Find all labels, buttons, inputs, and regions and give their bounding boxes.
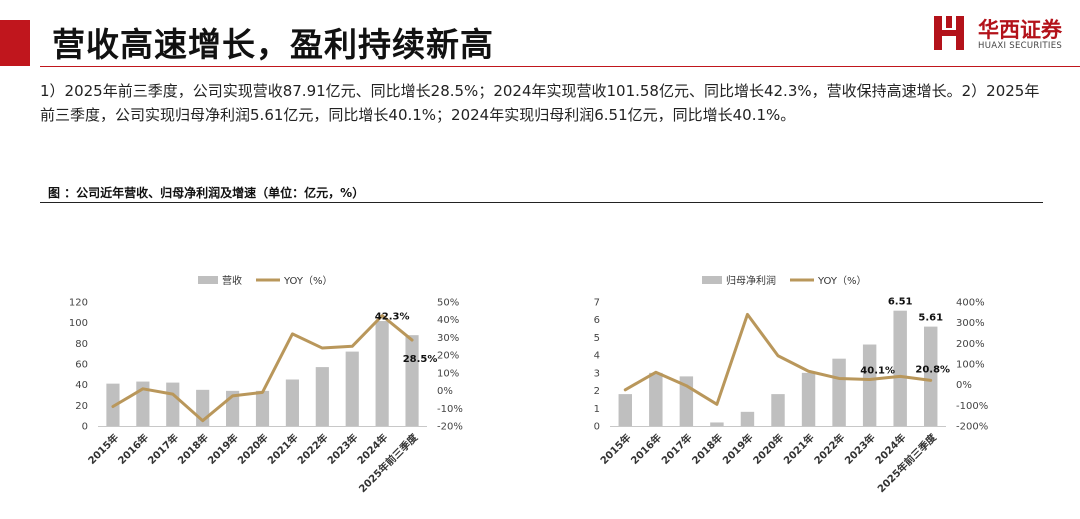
bar <box>255 390 270 426</box>
x-tick-label: 2020年 <box>750 431 786 467</box>
y-right-tick-label: 200% <box>956 339 985 350</box>
y-left-tick-label: 3 <box>594 368 600 379</box>
legend-swatch-bars <box>702 276 722 284</box>
y-right-tick-label: 400% <box>956 298 985 309</box>
y-left-tick-label: 20 <box>75 401 88 412</box>
huaxi-logo-icon <box>934 16 964 50</box>
bar <box>345 351 359 426</box>
data-label: 5.61 <box>918 313 943 324</box>
logo-chinese-name: 华西证券 <box>978 17 1062 42</box>
x-tick-label: 2023年 <box>842 431 878 467</box>
y-right-tick-label: 10% <box>437 368 459 379</box>
y-right-tick-label: 0% <box>437 386 453 397</box>
y-left-tick-label: 100 <box>69 318 88 329</box>
bar <box>862 344 877 426</box>
x-tick-label: 2023年 <box>324 431 360 467</box>
y-left-tick-label: 0 <box>594 422 600 433</box>
y-right-tick-label: 300% <box>956 318 985 329</box>
y-right-tick-label: 0% <box>956 380 972 391</box>
data-label: 28.5% <box>403 354 438 365</box>
data-label: 6.51 <box>888 297 913 308</box>
bar <box>801 372 816 426</box>
bar <box>315 367 329 426</box>
x-tick-label: 2022年 <box>811 431 847 467</box>
figure-divider <box>40 202 1043 203</box>
bar <box>893 310 907 426</box>
legend-label-line: YOY（%） <box>283 275 333 287</box>
bar <box>740 411 755 426</box>
x-tick-label: 2017年 <box>145 431 181 467</box>
bar <box>375 321 389 426</box>
bar <box>924 326 938 426</box>
y-left-tick-label: 1 <box>594 404 600 415</box>
legend-label-line: YOY（%） <box>817 275 867 287</box>
x-tick-label: 2016年 <box>628 431 664 467</box>
y-right-tick-label: 50% <box>437 298 459 309</box>
x-tick-label: 2021年 <box>265 431 301 467</box>
x-tick-label: 2018年 <box>689 431 725 467</box>
y-right-tick-label: -200% <box>956 422 988 433</box>
legend-label-bars: 归母净利润 <box>726 274 776 287</box>
y-right-tick-label: 40% <box>437 315 459 326</box>
x-tick-label: 2019年 <box>205 431 241 467</box>
y-right-tick-label: -20% <box>437 422 463 433</box>
y-left-tick-label: 4 <box>594 351 600 362</box>
yoy-line <box>623 312 933 406</box>
y-left-tick-label: 80 <box>75 339 88 350</box>
y-right-tick-label: 20% <box>437 351 459 362</box>
y-left-tick-label: 0 <box>82 422 88 433</box>
x-tick-label: 2019年 <box>720 431 756 467</box>
title-accent-bar <box>0 20 30 66</box>
brand-logo: 华西证券 HUAXI SECURITIES <box>932 14 1072 60</box>
y-left-tick-label: 5 <box>594 333 600 344</box>
bar <box>285 379 299 426</box>
y-right-tick-label: 30% <box>437 333 459 344</box>
legend-label-bars: 营收 <box>222 274 242 287</box>
y-right-tick-label: -100% <box>956 401 988 412</box>
x-tick-label: 2022年 <box>294 431 330 467</box>
data-label: 42.3% <box>375 312 410 323</box>
y-left-tick-label: 120 <box>69 298 88 309</box>
y-right-tick-label: -10% <box>437 404 463 415</box>
y-left-tick-label: 7 <box>594 298 600 309</box>
y-right-tick-label: 100% <box>956 360 985 371</box>
x-tick-label: 2016年 <box>115 431 151 467</box>
chart-svg: 归母净利润 YOY（%） 0 1 2 3 4 5 6 7 -200% -100% 0% 100% 200% 3… <box>594 274 989 495</box>
data-label: 40.1% <box>860 366 895 377</box>
bar <box>618 394 632 426</box>
bar <box>649 372 663 426</box>
logo-english-name: HUAXI SECURITIES <box>978 41 1063 51</box>
y-left-tick-label: 40 <box>75 380 88 391</box>
x-tick-label: 2015年 <box>597 431 633 467</box>
revenue-chart: 营收 YOY（%） 0 20 40 60 80 100 120 -20% -10% 0% 10% 20% 3… <box>45 265 485 515</box>
bar <box>166 382 180 426</box>
data-label: 20.8% <box>915 364 950 375</box>
summary-text: 1）2025年前三季度，公司实现营收87.91亿元、同比增长28.5%；2024… <box>40 82 1040 124</box>
page-title: 营收高速增长，盈利持续新高 <box>52 25 494 64</box>
x-tick-label: 2015年 <box>85 431 121 467</box>
bar <box>136 381 150 426</box>
chart-legend: 营收 YOY（%） <box>198 274 333 287</box>
y-left-tick-label: 2 <box>594 386 600 397</box>
x-tick-label: 2020年 <box>235 431 271 467</box>
bar <box>832 358 846 426</box>
x-tick-label: 2017年 <box>659 431 695 467</box>
figure-title: 图 ：公司近年营收、归母净利润及增速（单位：亿元，%） <box>48 186 365 200</box>
x-tick-label: 2018年 <box>175 431 211 467</box>
y-left-tick-label: 6 <box>594 315 600 326</box>
chart-legend: 归母净利润 YOY（%） <box>702 274 867 287</box>
bar <box>710 422 724 426</box>
title-divider <box>40 66 1080 67</box>
bar <box>405 335 419 426</box>
yoy-line <box>111 314 414 423</box>
bar <box>771 394 785 426</box>
net-profit-chart: 归母净利润 YOY（%） 0 1 2 3 4 5 6 7 -200% -100% 0% 100% 200% 3… <box>570 265 1010 515</box>
legend-swatch-bars <box>198 276 218 284</box>
y-left-tick-label: 60 <box>75 360 88 371</box>
chart-svg: 营收 YOY（%） 0 20 40 60 80 100 120 -20% -10% 0% 10% 20% 3… <box>69 274 463 495</box>
x-tick-label: 2021年 <box>781 431 817 467</box>
